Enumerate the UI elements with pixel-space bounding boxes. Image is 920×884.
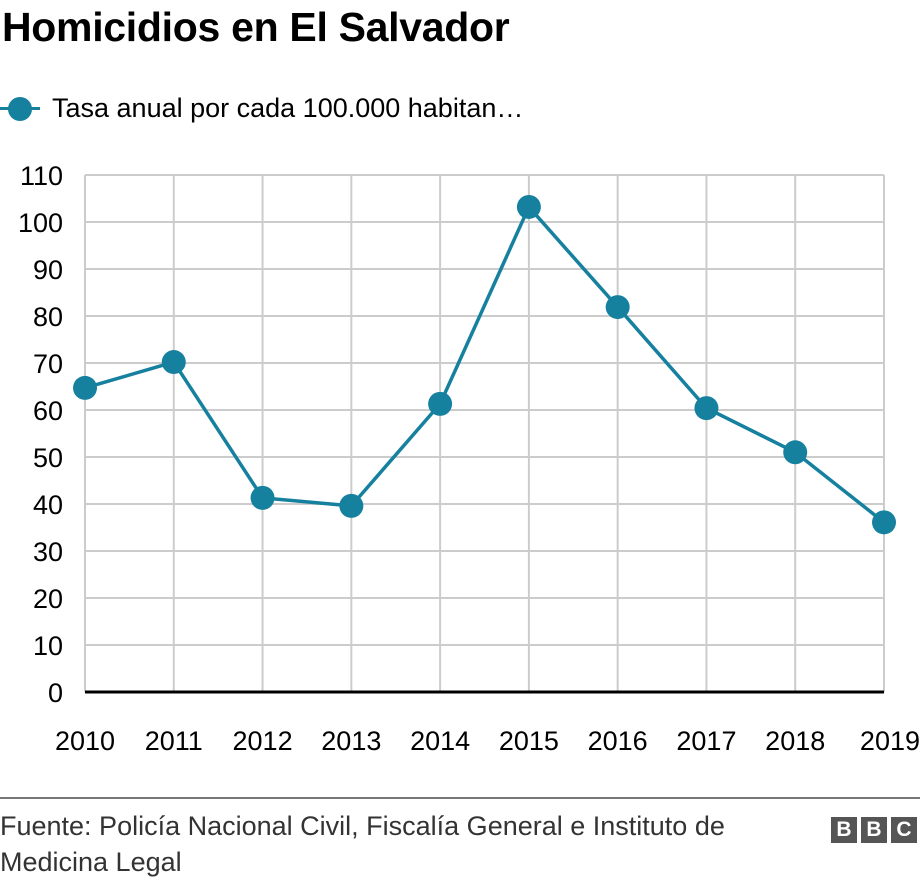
y-tick-label: 70 <box>33 349 63 379</box>
line-dot-marker-icon <box>0 93 44 123</box>
y-tick-label: 30 <box>33 537 63 567</box>
bbc-logo-letter: C <box>891 817 917 843</box>
data-point <box>783 440 808 465</box>
x-tick-label: 2013 <box>321 726 381 756</box>
y-tick-label: 110 <box>20 161 63 191</box>
x-tick-label: 2017 <box>676 726 736 756</box>
data-point <box>872 510 896 535</box>
chart-title: Homicidios en El Salvador <box>2 4 510 50</box>
y-tick-label: 10 <box>33 631 63 661</box>
y-tick-label: 50 <box>33 443 63 473</box>
y-tick-label: 0 <box>48 678 63 708</box>
x-tick-label: 2012 <box>233 726 293 756</box>
y-tick-label: 20 <box>33 584 63 614</box>
y-tick-label: 60 <box>33 396 63 426</box>
data-point <box>516 194 541 219</box>
x-tick-label: 2018 <box>765 726 825 756</box>
bbc-logo: B B C <box>831 817 917 843</box>
x-tick-label: 2016 <box>588 726 648 756</box>
data-point <box>694 396 719 421</box>
legend-label: Tasa anual por cada 100.000 habitan… <box>52 92 524 123</box>
bbc-logo-letter: B <box>831 817 857 843</box>
line-chart: 0 10 20 30 40 50 60 70 80 90 100 110 2010 2011 2012 201… <box>18 161 920 756</box>
x-tick-label: 2019 <box>860 726 920 756</box>
data-point <box>428 391 453 416</box>
footer-divider <box>0 797 920 799</box>
y-tick-label: 80 <box>33 302 63 332</box>
data-point <box>250 485 275 510</box>
legend: Tasa anual por cada 100.000 habitan… <box>0 88 523 128</box>
y-tick-label: 100 <box>18 208 63 238</box>
y-tick-label: 40 <box>33 490 63 520</box>
x-tick-label: 2014 <box>410 726 470 756</box>
x-tick-label: 2015 <box>499 726 559 756</box>
data-point <box>605 295 630 320</box>
x-tick-label: 2010 <box>55 726 115 756</box>
bbc-logo-letter: B <box>861 817 887 843</box>
y-tick-label: 90 <box>33 255 63 285</box>
series-line <box>84 205 886 524</box>
data-point <box>161 350 186 375</box>
source-note: Fuente: Policía Nacional Civil, Fiscalía… <box>0 811 725 877</box>
data-point <box>73 375 97 400</box>
data-point <box>339 493 364 518</box>
x-tick-label: 2011 <box>145 726 203 756</box>
